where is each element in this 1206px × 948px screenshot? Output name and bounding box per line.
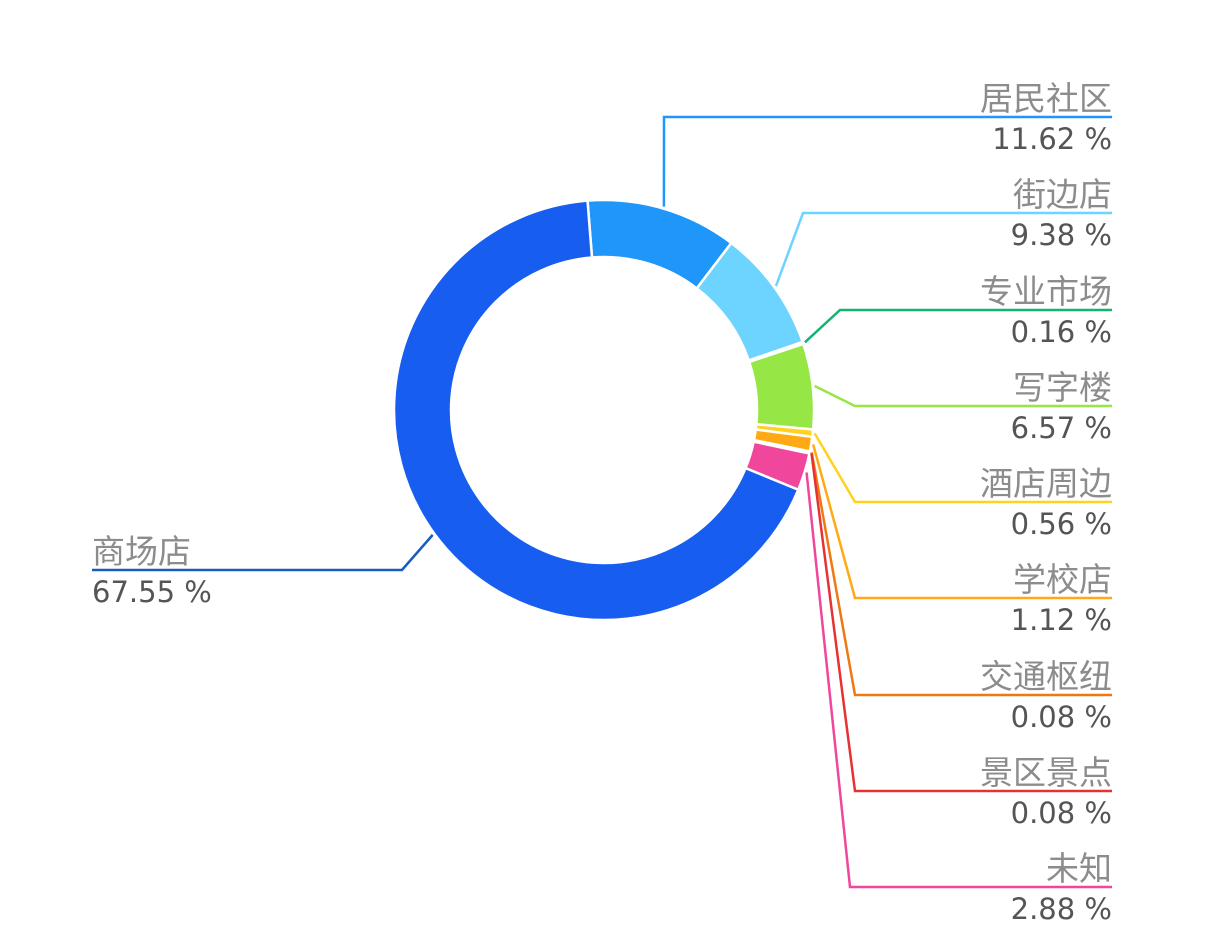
label-value-unknown: 2.88 % (1011, 892, 1112, 926)
label-name-school-shop: 学校店 (1013, 560, 1112, 599)
label-name-transport-hub: 交通枢纽 (980, 657, 1112, 696)
leader-line-street-shop (774, 211, 1112, 287)
leader-line-residential (662, 115, 1112, 207)
slice-labels: 居民社区 11.62 % 街边店 9.38 % 专业市场 0.16 % 写字楼 6.57 % 酒… (92, 79, 1112, 926)
leader-line-specialty-market (804, 308, 1112, 344)
leader-line-hotel-area (813, 432, 1112, 504)
leader-line-scenic-spot (810, 453, 1112, 793)
label-name-residential: 居民社区 (980, 79, 1112, 118)
leader-line-unknown (805, 472, 1112, 889)
leader-line-office-building (814, 384, 1112, 408)
slice-mall-shop[interactable] (392, 199, 800, 622)
leader-line-transport-hub (810, 452, 1112, 697)
label-name-mall-shop: 商场店 (92, 532, 191, 571)
label-name-street-shop: 街边店 (1013, 175, 1112, 214)
donut-slices (392, 198, 816, 622)
label-value-school-shop: 1.12 % (1011, 603, 1112, 637)
leader-line-school-shop (811, 444, 1112, 600)
leader-line-mall-shop (92, 534, 434, 572)
label-name-office-building: 写字楼 (1013, 368, 1112, 407)
label-value-mall-shop: 67.55 % (92, 575, 212, 609)
label-value-office-building: 6.57 % (1011, 411, 1112, 445)
leader-lines (92, 115, 1112, 889)
label-value-scenic-spot: 0.08 % (1011, 796, 1112, 830)
label-value-street-shop: 9.38 % (1011, 218, 1112, 252)
label-value-residential: 11.62 % (992, 122, 1112, 156)
label-name-scenic-spot: 景区景点 (980, 753, 1112, 792)
label-value-transport-hub: 0.08 % (1011, 700, 1112, 734)
label-value-specialty-market: 0.16 % (1011, 315, 1112, 349)
label-name-specialty-market: 专业市场 (980, 272, 1112, 311)
label-name-hotel-area: 酒店周边 (980, 464, 1112, 503)
label-value-hotel-area: 0.56 % (1011, 507, 1112, 541)
label-name-unknown: 未知 (1046, 849, 1112, 888)
